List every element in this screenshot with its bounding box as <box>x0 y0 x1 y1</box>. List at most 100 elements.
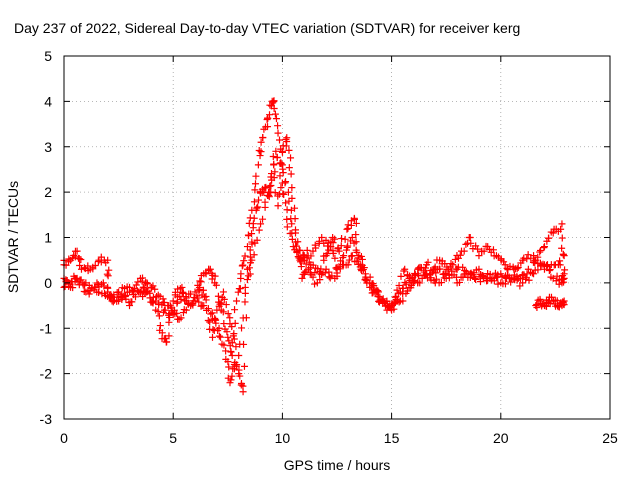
data-point <box>352 219 360 227</box>
data-point <box>546 266 554 274</box>
data-point <box>543 262 551 270</box>
data-point <box>558 234 566 242</box>
data-point <box>191 288 199 296</box>
data-point <box>259 215 267 223</box>
data-point <box>252 172 260 180</box>
data-point <box>104 283 112 291</box>
data-point <box>204 317 212 325</box>
data-point <box>560 270 568 278</box>
data-point <box>220 341 228 349</box>
data-point <box>248 238 256 246</box>
data-point <box>240 257 248 265</box>
data-point <box>482 274 490 282</box>
data-point <box>321 269 329 277</box>
data-point <box>284 188 292 196</box>
data-point <box>545 267 553 275</box>
y-tick-label: -3 <box>40 411 53 427</box>
data-point <box>231 306 239 314</box>
data-point <box>251 180 259 188</box>
y-tick-label: 1 <box>44 230 52 246</box>
data-point <box>215 324 223 332</box>
x-axis-label: GPS time / hours <box>284 457 391 473</box>
data-point <box>253 204 261 212</box>
data-point <box>271 110 279 118</box>
data-point <box>197 278 205 286</box>
data-point <box>278 148 286 156</box>
data-point <box>559 275 567 283</box>
data-point <box>220 295 228 303</box>
data-point <box>489 246 497 254</box>
data-point <box>134 278 142 286</box>
data-point <box>276 136 284 144</box>
data-point <box>460 247 468 255</box>
data-point <box>254 161 262 169</box>
data-point <box>317 265 325 273</box>
data-point <box>283 223 291 231</box>
data-point <box>246 246 254 254</box>
data-point <box>540 243 548 251</box>
data-point <box>350 215 358 223</box>
data-point <box>251 186 259 194</box>
data-point <box>222 301 230 309</box>
data-point <box>75 255 83 263</box>
data-point <box>323 250 331 258</box>
data-point <box>206 318 214 326</box>
x-tick-label: 5 <box>169 430 177 446</box>
data-point <box>234 288 242 296</box>
data-point <box>414 265 422 273</box>
data-point <box>208 309 216 317</box>
y-tick-label: 3 <box>44 139 52 155</box>
data-point <box>227 376 235 384</box>
data-point <box>397 272 405 280</box>
data-point <box>182 306 190 314</box>
data-point <box>558 220 566 228</box>
data-point <box>177 296 185 304</box>
data-point <box>475 252 483 260</box>
data-point <box>122 295 130 303</box>
data-point <box>344 261 352 269</box>
data-point <box>105 266 113 274</box>
data-point <box>133 287 141 295</box>
data-point <box>401 265 409 273</box>
data-point <box>202 296 210 304</box>
data-point <box>285 146 293 154</box>
data-point <box>396 288 404 296</box>
y-axis-label: SDTVAR / TECUs <box>5 181 21 293</box>
data-point <box>235 351 243 359</box>
data-point <box>241 298 249 306</box>
data-point <box>212 281 220 289</box>
data-point <box>402 280 410 288</box>
data-point <box>362 277 370 285</box>
data-point <box>147 283 155 291</box>
data-point <box>71 274 79 282</box>
y-tick-label: 2 <box>44 184 52 200</box>
data-point <box>219 308 227 316</box>
data-point <box>273 153 281 161</box>
data-point <box>432 275 440 283</box>
data-point <box>261 198 269 206</box>
data-point <box>406 272 414 280</box>
data-point <box>335 247 343 255</box>
data-point <box>360 264 368 272</box>
data-point <box>173 309 181 317</box>
data-point <box>357 252 365 260</box>
data-point <box>272 147 280 155</box>
data-point <box>480 247 488 255</box>
data-point <box>250 251 258 259</box>
data-point <box>253 236 261 244</box>
data-point <box>506 262 514 270</box>
data-point <box>225 363 233 371</box>
data-point <box>177 314 185 322</box>
data-point <box>338 235 346 243</box>
data-point <box>257 220 265 228</box>
x-tick-label: 20 <box>493 430 509 446</box>
data-point <box>462 240 470 248</box>
data-point <box>169 297 177 305</box>
data-point <box>344 221 352 229</box>
data-point <box>513 265 521 273</box>
data-point <box>433 265 441 273</box>
data-point <box>484 270 492 278</box>
data-point <box>76 262 84 270</box>
data-point <box>249 220 257 228</box>
y-tick-label: 4 <box>44 93 52 109</box>
